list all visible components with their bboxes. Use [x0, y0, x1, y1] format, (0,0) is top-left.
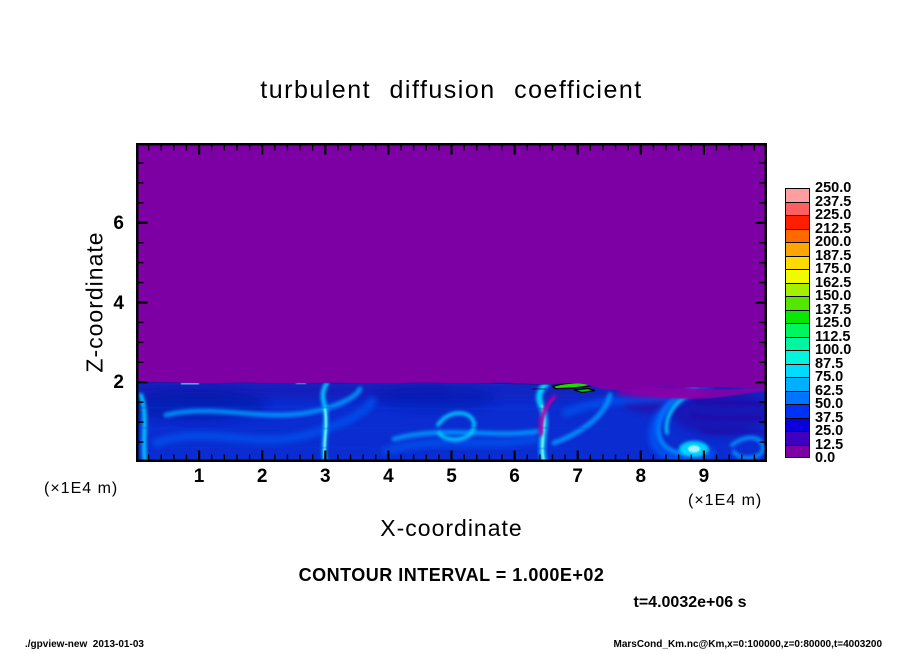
colorbar-box	[785, 309, 810, 323]
colorbar-level-label: 125.0	[815, 315, 852, 331]
x-axis-unit-label: (×1E4 m)	[688, 492, 763, 509]
x-tick-label: 9	[698, 466, 710, 487]
colorbar-level-label: 100.0	[815, 342, 852, 358]
colorbar-level-label: 150.0	[815, 288, 852, 304]
y-tick-label: 4	[113, 292, 124, 314]
x-tick-label: 1	[193, 466, 205, 487]
page-title: turbulent diffusion coefficient	[260, 76, 643, 104]
colorbar-level-label: 0.0	[815, 450, 836, 466]
x-tick-label: 6	[509, 466, 520, 487]
contour-interval-note: CONTOUR INTERVAL = 1.000E+02	[298, 565, 605, 585]
colorbar-level-label: 87.5	[815, 355, 844, 372]
colorbar-box	[785, 296, 810, 310]
colorbar-level-label: 212.5	[815, 220, 852, 237]
colorbar-box	[785, 444, 810, 458]
colorbar-box	[785, 417, 810, 431]
colorbar-level-label: 225.0	[815, 207, 852, 223]
colorbar-box	[785, 336, 810, 350]
x-tick-label: 5	[446, 466, 457, 487]
colorbar-box	[785, 377, 810, 391]
colorbar-level-label: 112.5	[815, 328, 851, 345]
boundary-layer-region	[136, 382, 767, 462]
colorbar-level-label: 62.5	[815, 382, 844, 399]
colorbar-box	[785, 350, 810, 364]
colorbar-box	[785, 323, 810, 337]
footer-dataset-info: MarsCond_Km.nc@Km,x=0:100000,z=0:80000,t…	[613, 639, 882, 650]
colorbar-box	[785, 242, 810, 256]
colorbar-box	[785, 201, 810, 215]
time-stamp-label: t=4.0032e+06 s	[633, 594, 747, 611]
colorbar-level-label: 25.0	[815, 423, 844, 439]
x-tick-label: 2	[256, 466, 268, 487]
colorbar-box	[785, 269, 810, 283]
x-tick-label: 7	[572, 466, 583, 487]
colorbar-level-label: 175.0	[815, 261, 852, 277]
colorbar-box	[785, 363, 810, 377]
colorbar-box	[785, 215, 810, 229]
colorbar-level-label: 187.5	[815, 247, 852, 264]
plot-frame	[136, 143, 767, 462]
x-tick-label: 8	[635, 466, 647, 487]
x-tick-label: 3	[320, 466, 331, 487]
colorbar-level-label: 37.5	[815, 409, 844, 426]
colorbar-level-label: 200.0	[815, 234, 852, 250]
colorbar-level-label: 50.0	[815, 396, 844, 412]
colorbar-level-label: 162.5	[815, 274, 852, 291]
colorbar-box	[785, 228, 810, 242]
colorbar-box	[785, 255, 810, 269]
y-tick-label: 6	[113, 212, 124, 234]
x-tick-label: 4	[383, 466, 394, 487]
colorbar-level-label: 137.5	[815, 301, 852, 318]
contour-plot-canvas	[136, 143, 767, 462]
colorbar-box	[785, 390, 810, 404]
footer-program-info: ./gpview-new 2013-01-03	[25, 639, 144, 650]
x-axis-label: X-coordinate	[380, 515, 523, 541]
colorbar-box	[785, 431, 810, 445]
y-tick-label: 2	[113, 372, 124, 394]
colorbar-level-label: 250.0	[815, 180, 852, 196]
colorbar-level-label: 75.0	[815, 369, 844, 385]
colorbar	[785, 188, 810, 458]
colorbar-level-label: 237.5	[815, 193, 852, 210]
colorbar-level-label: 12.5	[815, 436, 844, 453]
colorbar-box	[785, 282, 810, 296]
colorbar-box	[785, 188, 810, 202]
y-axis-unit-label: (×1E4 m)	[44, 480, 119, 497]
axis-ticks	[138, 145, 765, 460]
colorbar-box	[785, 404, 810, 418]
